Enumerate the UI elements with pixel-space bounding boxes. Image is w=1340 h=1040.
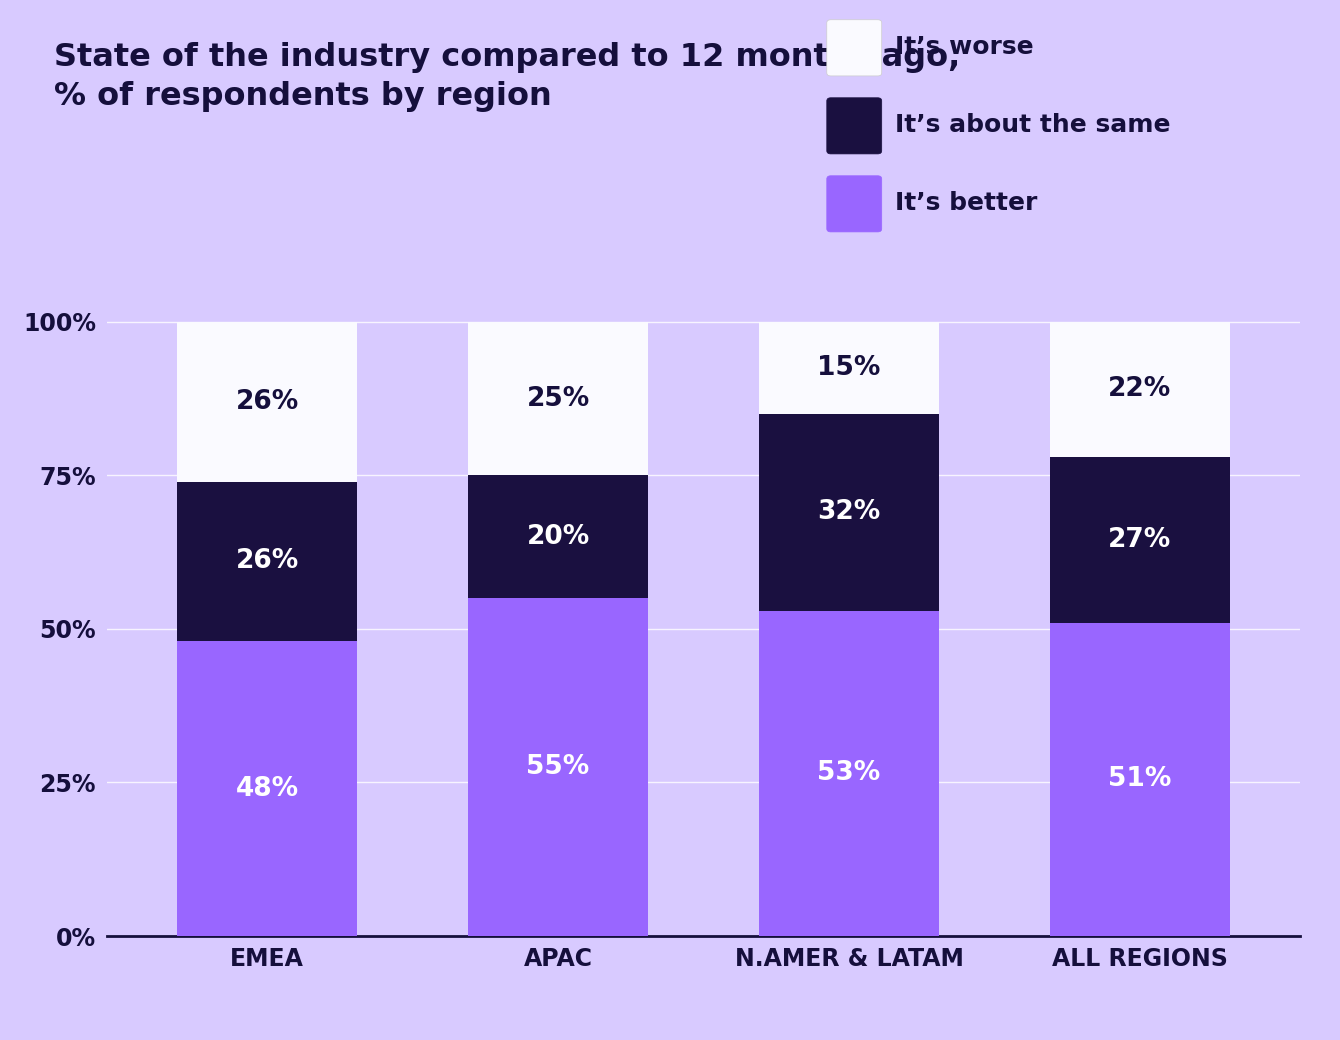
Text: 51%: 51%: [1108, 766, 1171, 792]
Text: It’s about the same: It’s about the same: [895, 112, 1171, 137]
Text: 25%: 25%: [527, 386, 590, 412]
Text: 26%: 26%: [236, 548, 299, 574]
Bar: [1049, 322, 1230, 457]
Text: It’s worse: It’s worse: [895, 34, 1033, 59]
Bar: [177, 642, 358, 936]
Text: State of the industry compared to 12 months ago,
% of respondents by region: State of the industry compared to 12 mon…: [54, 42, 959, 112]
Text: 48%: 48%: [236, 776, 299, 802]
Text: 32%: 32%: [817, 499, 880, 525]
Text: 15%: 15%: [817, 355, 880, 381]
Text: 22%: 22%: [1108, 376, 1171, 402]
Bar: [1049, 623, 1230, 936]
Text: It’s better: It’s better: [895, 190, 1037, 215]
Bar: [177, 482, 358, 642]
Text: 20%: 20%: [527, 524, 590, 550]
Text: 53%: 53%: [817, 760, 880, 786]
Text: 26%: 26%: [236, 389, 299, 415]
Bar: [468, 598, 649, 936]
Text: 55%: 55%: [527, 754, 590, 780]
Bar: [758, 414, 939, 610]
Bar: [468, 475, 649, 598]
Bar: [177, 322, 358, 482]
Text: 27%: 27%: [1108, 527, 1171, 553]
Bar: [758, 610, 939, 936]
Bar: [1049, 457, 1230, 623]
Bar: [758, 322, 939, 414]
Bar: [468, 322, 649, 475]
